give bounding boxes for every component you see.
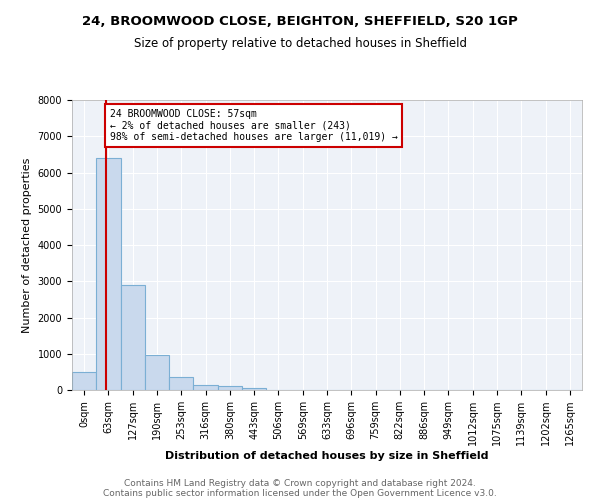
Bar — [193, 384, 218, 390]
Text: Contains HM Land Registry data © Crown copyright and database right 2024.: Contains HM Land Registry data © Crown c… — [124, 478, 476, 488]
Text: 24 BROOMWOOD CLOSE: 57sqm
← 2% of detached houses are smaller (243)
98% of semi-: 24 BROOMWOOD CLOSE: 57sqm ← 2% of detach… — [110, 109, 398, 142]
Bar — [242, 388, 266, 390]
Text: Contains public sector information licensed under the Open Government Licence v3: Contains public sector information licen… — [103, 488, 497, 498]
Bar — [72, 372, 96, 390]
Text: 24, BROOMWOOD CLOSE, BEIGHTON, SHEFFIELD, S20 1GP: 24, BROOMWOOD CLOSE, BEIGHTON, SHEFFIELD… — [82, 15, 518, 28]
Bar — [145, 354, 169, 390]
X-axis label: Distribution of detached houses by size in Sheffield: Distribution of detached houses by size … — [165, 451, 489, 461]
Bar — [121, 285, 145, 390]
Text: Size of property relative to detached houses in Sheffield: Size of property relative to detached ho… — [133, 38, 467, 51]
Y-axis label: Number of detached properties: Number of detached properties — [22, 158, 32, 332]
Bar — [218, 386, 242, 390]
Bar — [169, 378, 193, 390]
Bar — [96, 158, 121, 390]
